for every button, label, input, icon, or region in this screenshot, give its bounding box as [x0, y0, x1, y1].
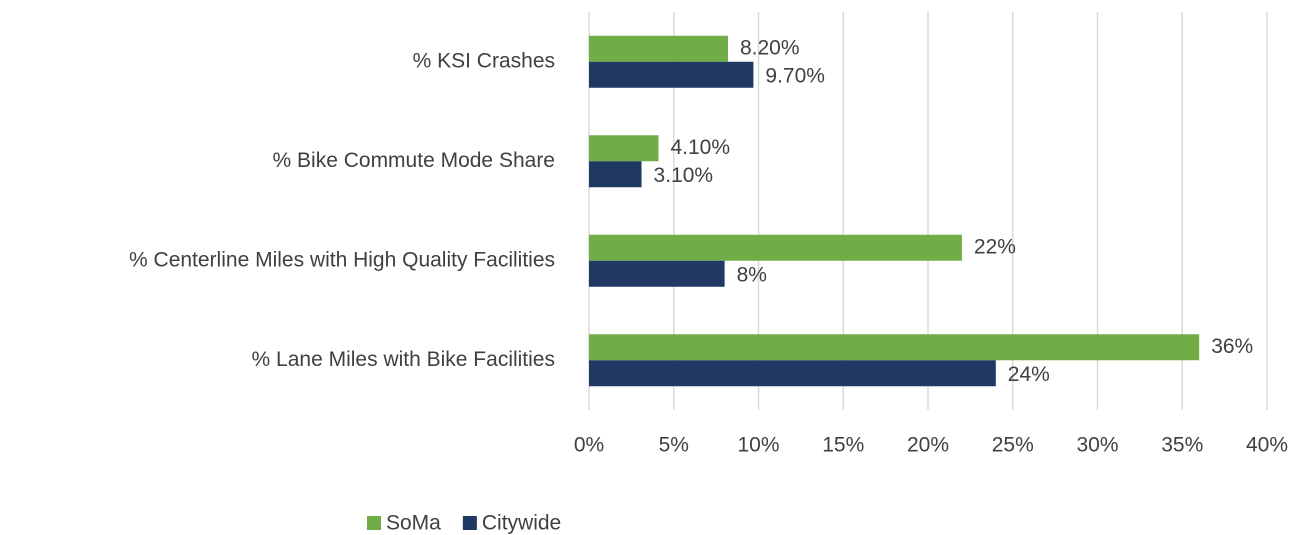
value-label: 22% — [974, 235, 1016, 258]
bar — [589, 61, 754, 88]
bar — [589, 234, 962, 261]
value-label: 8% — [737, 263, 767, 286]
bar — [589, 360, 996, 387]
bar — [589, 334, 1200, 361]
x-tick-label: 15% — [822, 434, 864, 457]
x-tick-label: 30% — [1076, 434, 1118, 457]
value-label: 8.20% — [740, 36, 800, 59]
y-tick-label: % Bike Commute Mode Share — [273, 149, 555, 172]
x-tick-label: 10% — [737, 434, 779, 457]
x-tick-label: 35% — [1161, 434, 1203, 457]
y-tick-label: % KSI Crashes — [413, 49, 555, 72]
x-tick-label: 20% — [907, 434, 949, 457]
x-tick-label: 25% — [992, 434, 1034, 457]
legend-swatch — [367, 516, 381, 530]
bar — [589, 161, 642, 188]
value-label: 24% — [1008, 363, 1050, 386]
x-tick-label: 40% — [1246, 434, 1288, 457]
y-tick-label: % Lane Miles with Bike Facilities — [252, 348, 555, 371]
value-label: 3.10% — [654, 164, 714, 187]
x-tick-label: 0% — [574, 434, 604, 457]
legend-label: Citywide — [482, 512, 561, 535]
value-label: 4.10% — [670, 136, 730, 159]
value-label: 36% — [1211, 335, 1253, 358]
value-label: 9.70% — [765, 64, 825, 87]
bar — [589, 260, 725, 287]
legend-swatch — [462, 516, 477, 530]
bar — [589, 35, 728, 62]
bar — [589, 135, 659, 162]
x-tick-label: 5% — [659, 434, 689, 457]
y-tick-label: % Centerline Miles with High Quality Fac… — [129, 248, 555, 271]
legend-label: SoMa — [386, 512, 441, 535]
